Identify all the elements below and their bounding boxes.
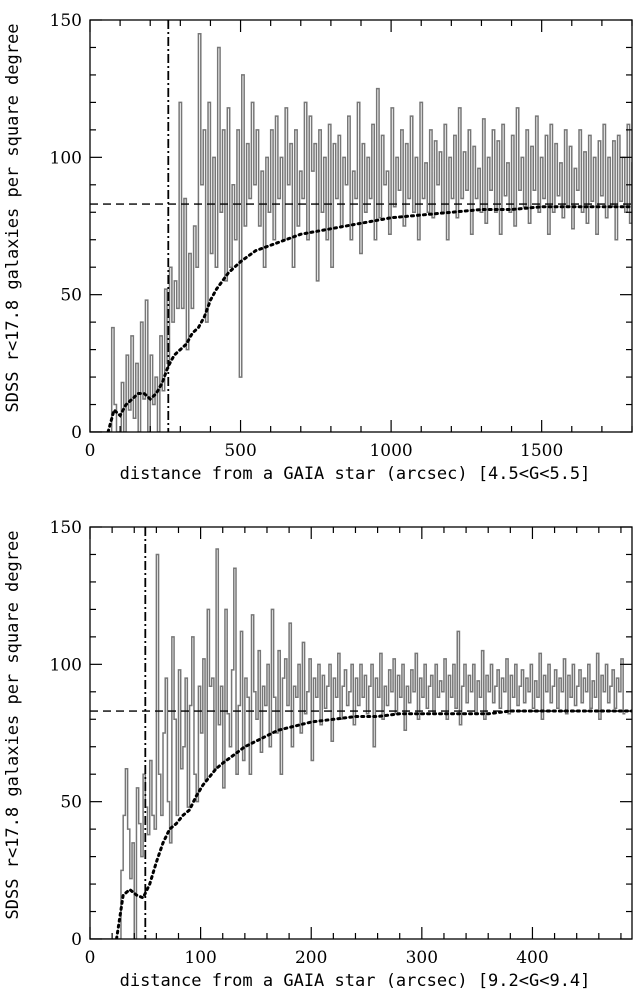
dotted-model-series (115, 709, 632, 939)
plot-area (90, 20, 632, 432)
x-axis-label: distance from a GAIA star (arcsec) [4.5<… (120, 464, 591, 484)
x-tick-label: 0 (85, 948, 96, 968)
y-tick-label: 150 (50, 11, 82, 31)
y-tick-label: 150 (50, 518, 82, 538)
x-axis-label: distance from a GAIA star (arcsec) [9.2<… (120, 971, 591, 991)
y-tick-label: 100 (50, 148, 82, 168)
x-tick-label: 300 (406, 948, 438, 968)
plot-area (90, 527, 632, 939)
plot-frame (89, 526, 633, 940)
y-tick-label: 0 (71, 930, 82, 950)
x-tick-label: 1500 (520, 441, 563, 461)
chart-panel-1: 0 500 1000 1500 0 50 100 150 distance from a GAI… (3, 11, 633, 484)
x-tick-label: 100 (184, 948, 216, 968)
y-tick-label: 100 (50, 655, 82, 675)
x-tick-label: 1000 (369, 441, 412, 461)
x-tick-label: 500 (224, 441, 256, 461)
chart-panel-2: 0 100 200 300 400 0 50 100 150 distance from a GA… (3, 518, 633, 991)
histogram-series (90, 32, 632, 432)
dotted-model-series (106, 205, 632, 432)
y-tick-label: 0 (71, 423, 82, 443)
y-axis-label: SDSS r<17.8 galaxies per square degree (3, 24, 23, 413)
y-tick-label: 50 (60, 793, 82, 813)
histogram-series (90, 548, 626, 939)
x-tick-label: 0 (85, 441, 96, 461)
x-tick-label: 200 (295, 948, 327, 968)
x-tick-label: 400 (516, 948, 548, 968)
y-tick-label: 50 (60, 286, 82, 306)
y-axis-label: SDSS r<17.8 galaxies per square degree (3, 531, 23, 920)
